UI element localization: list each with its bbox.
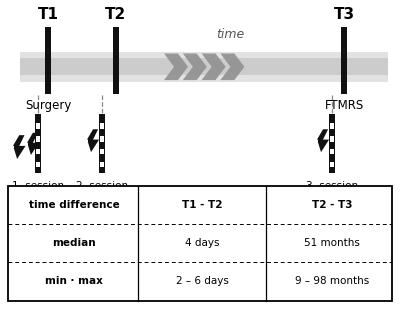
Text: 2 – 6 days: 2 – 6 days	[176, 276, 228, 287]
Polygon shape	[202, 53, 226, 80]
Text: T2 - T3: T2 - T3	[312, 200, 352, 210]
Polygon shape	[220, 53, 244, 80]
Text: T1: T1	[38, 7, 58, 22]
Bar	[100, 162, 104, 167]
Text: T1 - T2: T1 - T2	[182, 200, 222, 210]
Bar	[341, 27, 347, 94]
Text: FTMRS: FTMRS	[324, 99, 364, 112]
Bar	[330, 114, 334, 173]
Text: time difference: time difference	[29, 200, 119, 210]
Bar	[113, 27, 119, 94]
Text: 51 months: 51 months	[304, 238, 360, 248]
Text: Surgery: Surgery	[25, 99, 71, 112]
Bar	[36, 136, 40, 142]
Text: min · max: min · max	[45, 276, 103, 287]
Bar	[100, 114, 105, 173]
Bar	[100, 136, 104, 142]
Text: median: median	[52, 238, 96, 248]
Polygon shape	[13, 135, 26, 159]
Text: 4 days: 4 days	[185, 238, 219, 248]
Bar	[100, 123, 104, 128]
Bar	[330, 123, 334, 128]
Polygon shape	[317, 129, 329, 152]
Polygon shape	[87, 129, 99, 152]
Text: 9 – 98 months: 9 – 98 months	[295, 276, 369, 287]
Bar	[35, 114, 41, 173]
Polygon shape	[164, 53, 188, 80]
Bar	[8, 186, 392, 301]
Bar	[20, 52, 388, 82]
Bar	[20, 58, 388, 75]
Bar	[330, 162, 334, 167]
Bar	[45, 27, 51, 94]
Text: T2: T2	[105, 7, 127, 22]
Bar	[100, 149, 104, 155]
Text: T3: T3	[334, 7, 354, 22]
Text: 3. session: 3. session	[306, 181, 358, 191]
Bar	[330, 136, 334, 142]
Bar	[330, 149, 334, 155]
Bar	[36, 149, 40, 155]
Bar	[36, 123, 40, 128]
Polygon shape	[183, 53, 207, 80]
Text: 2. session: 2. session	[76, 181, 128, 191]
Polygon shape	[27, 133, 39, 155]
Bar	[36, 162, 40, 167]
Text: time: time	[216, 28, 244, 41]
Text: 1. session: 1. session	[12, 181, 64, 191]
